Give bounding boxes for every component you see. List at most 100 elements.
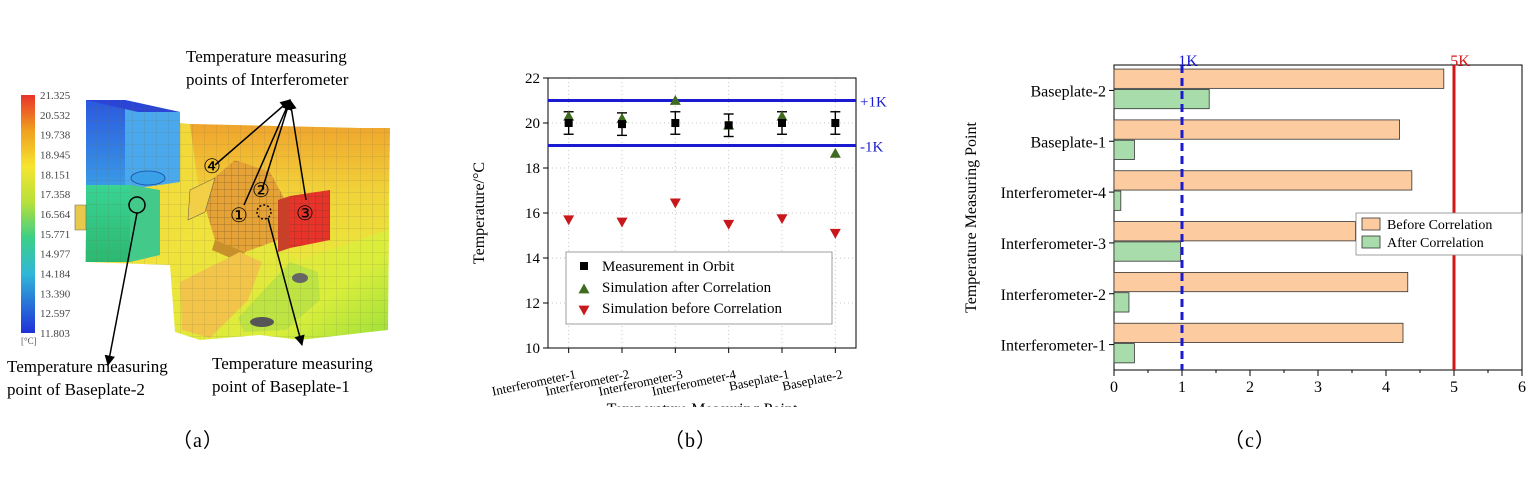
point-before-correlation: [723, 219, 735, 230]
baseplate1-annotation-line2: point of Baseplate-1: [212, 377, 350, 396]
x-tick-label: 4: [1382, 379, 1390, 396]
y-tick-label: 18: [525, 161, 540, 177]
y-tick-label: Interferometer-3: [1001, 236, 1106, 253]
legend-entry: Measurement in Orbit: [602, 259, 735, 275]
point-before-correlation: [829, 228, 841, 239]
colorbar-tick-label: 20.532: [40, 110, 70, 122]
bar-after-correlation: [1113, 343, 1135, 364]
baseplate2-annotation-line1: Temperature measuring: [7, 357, 168, 376]
bar-before-correlation: [1113, 170, 1413, 191]
x-tick-label: 2: [1246, 379, 1254, 396]
x-axis-title: Temperature Measuring Point: [607, 401, 798, 418]
bar-before-correlation: [1113, 271, 1409, 293]
legend-swatch-after: [578, 283, 590, 294]
bar-after-correlation: [1113, 88, 1210, 110]
baseplate1-annotation-line1: Temperature measuring: [212, 354, 373, 373]
annotation-arrows: [104, 98, 307, 367]
y-tick-label: 16: [525, 206, 541, 222]
panel-b-label: （b）: [664, 430, 717, 452]
y-tick-label: 20: [525, 116, 540, 132]
interferometer-annotation-line2: points of Interferometer: [186, 70, 349, 89]
point-after-correlation: [776, 110, 788, 121]
colorbar-tick-label: 16.564: [40, 209, 71, 221]
legend-entry: Before Correlation: [1387, 218, 1492, 233]
legend-entry: After Correlation: [1387, 236, 1484, 251]
y-tick-label: 12: [525, 296, 540, 312]
panel-a-label: （a）: [172, 430, 224, 452]
bar-before-correlation: [1113, 322, 1404, 343]
x-tick-label: 5: [1450, 379, 1458, 396]
legend-box: [565, 251, 833, 325]
y-tick-label: Interferometer-1: [1001, 338, 1106, 355]
x-tick-label: 6: [1518, 379, 1526, 396]
legend-swatch-measurement: [580, 262, 588, 270]
scatter-chart-b: 10121416182022Temperature/°CInterferomet…: [471, 71, 887, 418]
legend-c: Before Correlation After Correlation: [1355, 212, 1523, 256]
point-measurement: [564, 119, 573, 127]
point-before-correlation: [563, 215, 575, 226]
panel-a: 21.325 20.532 19.738 18.945 18.151 17.358 16.5…: [0, 0, 460, 483]
y-tick-label: Baseplate-1: [1030, 134, 1106, 151]
bar-before-correlation: [1113, 119, 1401, 140]
point-before-correlation: [776, 214, 788, 225]
fem-temperature-figure: 21.325 20.532 19.738 18.945 18.151 17.358 16.5…: [7, 47, 390, 399]
colorbar-tick-label: 18.945: [40, 150, 71, 162]
colorbar-tick-label: 12.597: [40, 308, 71, 320]
reference-line-label: -1K: [860, 140, 883, 156]
point-before-correlation: [616, 217, 628, 228]
bar-before-correlation: [1113, 68, 1445, 89]
colorbar-tick-label: 13.390: [40, 288, 71, 300]
reference-line-label: 1K: [1178, 53, 1198, 70]
point-before-correlation: [669, 198, 681, 209]
colorbar-tick-label: 19.738: [40, 130, 71, 142]
panel-c: 0 1 2 3 4 5 6 Interferometer-1 Interferometer-2 I…: [920, 0, 1532, 483]
lower-support-part: [180, 252, 320, 338]
bar-after-correlation: [1113, 241, 1182, 262]
bar-chart-c: 0 1 2 3 4 5 6 Interferometer-1 Interferometer-2 I…: [963, 53, 1526, 396]
colorbar-tick-label: 21.325: [40, 90, 71, 102]
point-after-correlation: [669, 95, 681, 105]
colorbar-tick-labels: 21.325 20.532 19.738 18.945 18.151 17.358 16.5…: [40, 90, 71, 340]
point-measurement: [831, 119, 840, 127]
colorbar-tick-label: 15.771: [40, 229, 70, 241]
legend-entry: Simulation before Correlation: [602, 301, 782, 317]
baseplate2-annotation-line2: point of Baseplate-2: [7, 380, 145, 399]
y-tick-label: 10: [525, 341, 540, 357]
bar-after-correlation: [1113, 139, 1135, 160]
point-marker-2: ②: [252, 180, 270, 202]
component-box-blue: [86, 100, 180, 190]
legend-b: Measurement in Orbit Simulation after Cor…: [565, 251, 833, 325]
x-tick-label: 1: [1178, 379, 1186, 396]
point-measurement: [724, 121, 733, 130]
bar-before-correlation: [1113, 221, 1356, 242]
colorbar-tick-label: 14.977: [40, 249, 71, 261]
point-measurement: [671, 119, 680, 127]
colorbar-tick-label: 17.358: [40, 189, 71, 201]
colorbar: [21, 95, 35, 333]
baseplate-1-point-circle: [256, 204, 272, 220]
colorbar-tick-label: 11.803: [40, 328, 70, 340]
point-marker-4: ④: [203, 156, 221, 178]
legend-box: [1355, 212, 1523, 256]
legend-swatch: [1361, 217, 1381, 231]
y-tick-label: 14: [525, 251, 541, 267]
bar-after-correlation: [1113, 292, 1130, 313]
reference-line-label: +1K: [860, 95, 887, 111]
colorbar-tick-label: 18.151: [40, 169, 70, 181]
legend-swatch-before: [578, 305, 590, 316]
interferometer-annotation-line1: Temperature measuring: [186, 47, 347, 66]
x-tick-label: 0: [1110, 379, 1118, 396]
y-axis-title: Temperature/°C: [471, 162, 488, 264]
point-marker-1: ①: [230, 205, 248, 227]
y-tick-label: Baseplate-2: [1030, 83, 1106, 100]
y-tick-label: Interferometer-4: [1001, 185, 1106, 202]
y-axis-title: Temperature Measuring Point: [963, 122, 980, 313]
point-marker-3: ③: [296, 203, 314, 225]
point-measurement: [778, 119, 786, 127]
measurement-point-markers: ④ ② ① ③: [203, 156, 314, 227]
y-tick-label: 22: [525, 71, 540, 87]
interferometer-red-box: [278, 190, 330, 252]
component-box-green: [74, 185, 160, 262]
panel-b: 10 12 14 16 18 20 22 Temperature/°C Interferomet…: [460, 0, 920, 483]
reference-line-label: 5K: [1450, 53, 1470, 70]
